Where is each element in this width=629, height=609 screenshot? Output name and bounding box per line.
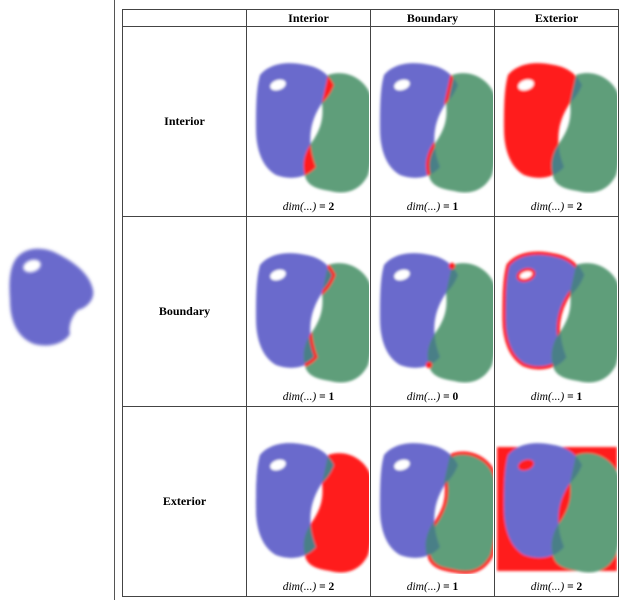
dimension-value: = 2 bbox=[319, 581, 335, 593]
dimension-function: dim(...) bbox=[406, 581, 441, 593]
polygon-a-hole bbox=[270, 459, 286, 471]
row-header: Interior bbox=[122, 26, 247, 217]
column-header: Boundary bbox=[370, 9, 495, 27]
dimension-value: = 1 bbox=[443, 581, 459, 593]
matrix-cell: dim(...) = 2 bbox=[246, 406, 371, 597]
dimension-label: dim(...) = 1 bbox=[247, 391, 370, 403]
dimension-label: dim(...) = 2 bbox=[495, 581, 618, 593]
dimension-function: dim(...) bbox=[530, 581, 565, 593]
dimension-value: = 1 bbox=[567, 391, 583, 403]
matrix-cell: dim(...) = 1 bbox=[370, 26, 495, 217]
dimension-value: = 2 bbox=[567, 201, 583, 213]
polygon-a bbox=[380, 253, 458, 368]
matrix-cell: dim(...) = 0 bbox=[370, 216, 495, 407]
dimension-value: = 0 bbox=[443, 391, 459, 403]
dimension-label: dim(...) = 2 bbox=[247, 201, 370, 213]
polygon-b bbox=[427, 453, 493, 573]
dimension-label: dim(...) = 1 bbox=[371, 201, 494, 213]
polygon-a bbox=[504, 63, 582, 178]
polygon-a bbox=[380, 63, 458, 178]
relation-figure bbox=[497, 443, 617, 573]
dimension-function: dim(...) bbox=[406, 391, 441, 403]
polygon-a bbox=[504, 443, 582, 558]
dimension-label: dim(...) = 0 bbox=[371, 391, 494, 403]
polygon-b bbox=[303, 263, 369, 383]
dimension-label: dim(...) = 1 bbox=[371, 581, 494, 593]
relation-figure bbox=[504, 63, 617, 193]
matrix-cell: dim(...) = 1 bbox=[494, 216, 619, 407]
relation-figure bbox=[256, 443, 369, 573]
polygon-b bbox=[551, 263, 617, 383]
row-header: Boundary bbox=[122, 216, 247, 407]
polygon-b-over bbox=[551, 73, 617, 193]
matrix-cell: dim(...) = 2 bbox=[246, 26, 371, 217]
matrix-cell: dim(...) = 1 bbox=[246, 216, 371, 407]
polygon-a-hole bbox=[394, 459, 410, 471]
dimension-label: dim(...) = 2 bbox=[247, 581, 370, 593]
source-polygon-panel bbox=[0, 0, 114, 609]
column-header: Exterior bbox=[494, 9, 619, 27]
polygon-a bbox=[256, 63, 334, 178]
relation-figure bbox=[256, 63, 369, 193]
matrix-cell: dim(...) = 2 bbox=[494, 406, 619, 597]
relation-figure bbox=[380, 443, 493, 574]
hole-exterior bbox=[518, 459, 534, 471]
dimension-function: dim(...) bbox=[406, 201, 441, 213]
boundary-intersection-point bbox=[425, 361, 433, 369]
dimension-function: dim(...) bbox=[282, 581, 317, 593]
dimension-function: dim(...) bbox=[282, 201, 317, 213]
polygon-b bbox=[303, 453, 369, 573]
polygon-b bbox=[427, 263, 493, 383]
row-header: Exterior bbox=[122, 406, 247, 597]
matrix-row: Exterior dim(...) = 2 dim(...) = 1 dim(...)… bbox=[122, 406, 619, 597]
dimension-function: dim(...) bbox=[282, 391, 317, 403]
polygon-a bbox=[256, 253, 334, 368]
source-polygon-shape bbox=[9, 248, 94, 346]
column-header: Interior bbox=[246, 9, 371, 27]
b-boundary-outside-a bbox=[426, 451, 493, 574]
dimension-function: dim(...) bbox=[530, 201, 565, 213]
polygon-b bbox=[303, 73, 369, 193]
relation-figure bbox=[380, 63, 493, 193]
source-polygon-hole bbox=[23, 259, 41, 273]
matrix-corner bbox=[122, 9, 247, 27]
panel-divider bbox=[114, 0, 115, 600]
polygon-a-hole bbox=[518, 79, 534, 91]
dimension-value: = 1 bbox=[443, 201, 459, 213]
dimension-value: = 1 bbox=[319, 391, 335, 403]
relation-figure bbox=[380, 253, 493, 383]
matrix-row: Interior dim(...) = 2 dim(...) = 1 dim(...)… bbox=[122, 26, 619, 217]
polygon-b bbox=[427, 73, 493, 193]
polygon-b bbox=[551, 453, 617, 573]
polygon-a-hole bbox=[270, 79, 286, 91]
matrix-cell: dim(...) = 2 bbox=[494, 26, 619, 217]
boundary-intersection-point bbox=[448, 262, 456, 270]
relation-figure bbox=[502, 251, 617, 383]
hole-boundary bbox=[516, 268, 536, 282]
matrix-row: Boundary dim(...) = 1 dim(...) = 0 dim(...)… bbox=[122, 216, 619, 407]
matrix-cell: dim(...) = 1 bbox=[370, 406, 495, 597]
a-boundary-outside-b bbox=[502, 251, 584, 370]
dimension-label: dim(...) = 2 bbox=[495, 201, 618, 213]
relation-figure bbox=[256, 253, 369, 383]
dimension-function: dim(...) bbox=[530, 391, 565, 403]
de9im-matrix: Interior Boundary Exterior Interior dim(.… bbox=[122, 9, 619, 597]
polygon-a-hole bbox=[394, 79, 410, 91]
matrix-header-row: Interior Boundary Exterior bbox=[122, 9, 619, 27]
source-polygon bbox=[9, 248, 94, 346]
polygon-a-hole bbox=[394, 269, 410, 281]
polygon-a-hole bbox=[270, 269, 286, 281]
polygon-a bbox=[380, 443, 458, 558]
dimension-value: = 2 bbox=[319, 201, 335, 213]
polygon-a-over bbox=[256, 443, 334, 558]
dimension-label: dim(...) = 1 bbox=[495, 391, 618, 403]
dimension-value: = 2 bbox=[567, 581, 583, 593]
